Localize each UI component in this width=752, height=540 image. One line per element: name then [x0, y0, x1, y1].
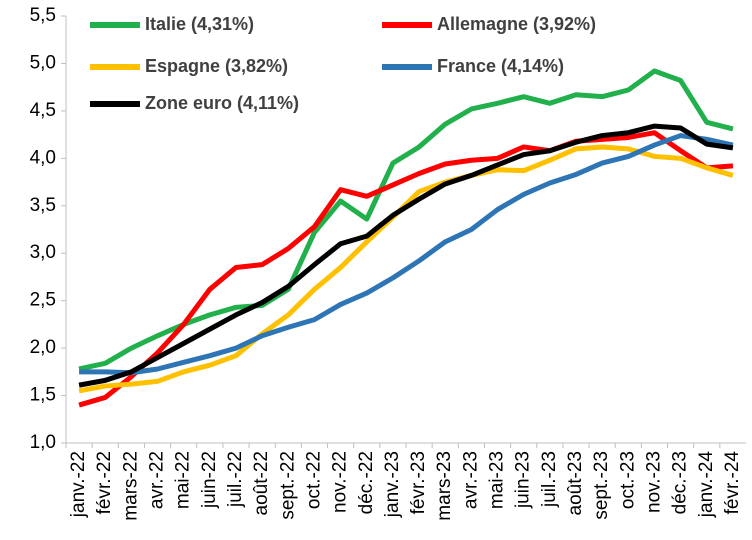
- x-tick-label: janv.-22: [68, 451, 89, 518]
- y-tick-label: 3,5: [30, 195, 56, 216]
- y-tick-label: 2,0: [30, 337, 56, 358]
- legend-label: Espagne (3,82%): [145, 56, 288, 76]
- x-tick-label: oct.-22: [303, 451, 324, 509]
- x-tick-label: déc.-22: [356, 451, 377, 514]
- x-tick-label: mai-23: [487, 451, 508, 509]
- legend-label: France (4,14%): [437, 56, 564, 76]
- x-tick-label: janv.-24: [696, 451, 717, 519]
- y-tick-label: 1,0: [30, 432, 56, 453]
- y-tick-label: 2,5: [30, 290, 56, 311]
- x-tick-label: mai-22: [173, 451, 194, 509]
- x-tick-label: janv.-23: [382, 451, 403, 518]
- x-tick-label: avr.-22: [147, 451, 168, 509]
- x-tick-label: déc.-23: [670, 451, 691, 514]
- x-tick-label: oct.-23: [617, 451, 638, 509]
- x-tick-label: févr.-22: [94, 451, 115, 514]
- series-line: [79, 133, 734, 376]
- y-tick-label: 5,0: [30, 52, 56, 73]
- y-tick-label: 4,5: [30, 100, 56, 121]
- x-tick-label: juin-22: [199, 451, 220, 509]
- x-tick-label: août-23: [565, 451, 586, 515]
- y-tick-label: 4,0: [30, 147, 56, 168]
- series-line: [78, 68, 734, 372]
- series-line: [78, 130, 734, 408]
- series-line: [78, 123, 734, 388]
- legend-label: Zone euro (4,11%): [145, 93, 299, 113]
- x-tick-label: févr.-24: [722, 451, 743, 515]
- y-tick-label: 5,5: [30, 5, 56, 26]
- legend-label: Italie (4,31%): [145, 14, 254, 34]
- x-tick-label: juil.-22: [225, 451, 246, 508]
- x-tick-label: nov.-23: [643, 451, 664, 513]
- y-tick-label: 1,5: [30, 385, 56, 406]
- x-tick-label: sept.-23: [591, 451, 612, 520]
- x-tick-label: juil.-23: [539, 451, 560, 508]
- y-tick-label: 3,0: [30, 242, 56, 263]
- x-tick-label: avr.-23: [460, 451, 481, 509]
- legend-label: Allemagne (3,92%): [437, 14, 596, 34]
- x-tick-label: août-22: [251, 451, 272, 515]
- x-tick-label: mars-23: [434, 451, 455, 521]
- x-tick-label: sept.-22: [277, 451, 298, 520]
- x-tick-label: nov.-22: [330, 451, 351, 513]
- x-tick-label: juin-23: [513, 451, 534, 509]
- x-tick-label: mars-22: [120, 451, 141, 521]
- x-tick-label: févr.-23: [408, 451, 429, 514]
